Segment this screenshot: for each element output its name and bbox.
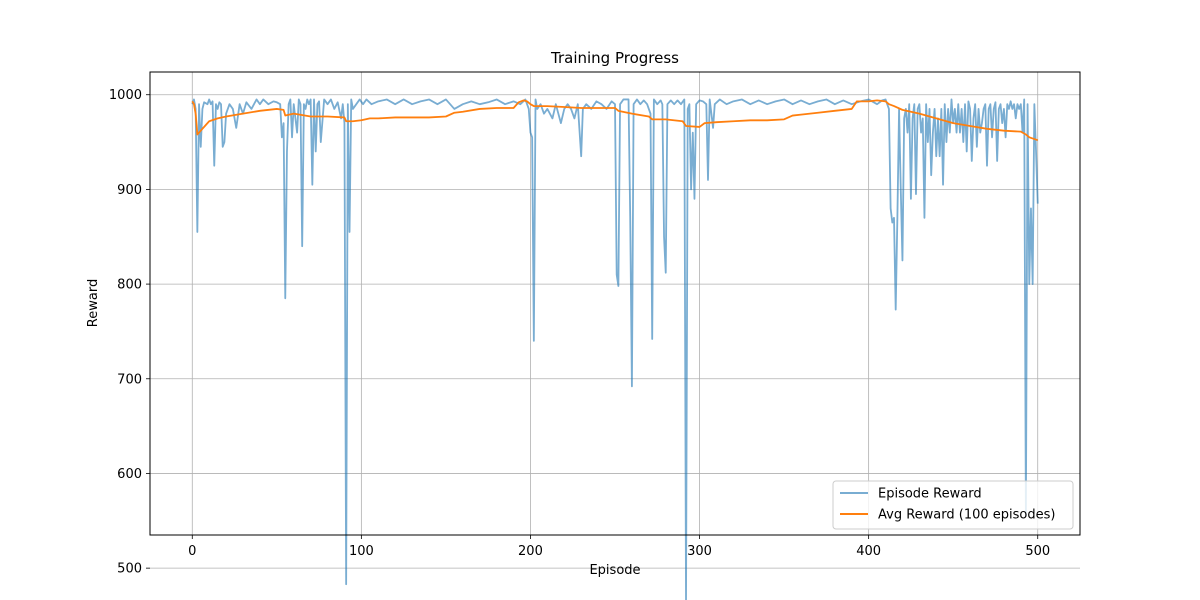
x-tick-label: 300 (687, 544, 712, 559)
x-tick-label: 500 (1025, 544, 1050, 559)
y-tick-label: 1000 (109, 88, 142, 103)
y-tick-label: 600 (117, 467, 142, 482)
y-tick-label: 900 (117, 183, 142, 198)
x-tick-label: 400 (856, 544, 881, 559)
x-tick-label: 200 (518, 544, 543, 559)
x-tick-label: 100 (349, 544, 374, 559)
series-layer (191, 98, 1039, 600)
plot-area-frame (149, 71, 1081, 536)
avg-reward-line (191, 99, 1039, 142)
chart-title: Training Progress (550, 49, 679, 67)
x-gridlines (191, 72, 1039, 535)
x-axis-ticks: 0 100 200 300 400 500 (188, 535, 1050, 559)
x-tick-label: 0 (188, 544, 196, 559)
y-tick-label: 800 (117, 278, 142, 293)
legend-box (832, 480, 1074, 530)
legend-label-avg-reward: Avg Reward (100 episodes) (878, 508, 1055, 523)
legend-label-episode-reward: Episode Reward (878, 487, 982, 502)
legend: Episode Reward Avg Reward (100 episodes) (832, 480, 1074, 530)
y-tick-label: 500 (117, 562, 142, 577)
y-axis-ticks: 500 600 700 800 900 1000 (109, 88, 150, 577)
y-tick-label: 700 (117, 372, 142, 387)
episode-reward-line (191, 98, 1039, 600)
x-axis-label: Episode (589, 563, 640, 578)
y-axis-label: Reward (86, 279, 101, 327)
